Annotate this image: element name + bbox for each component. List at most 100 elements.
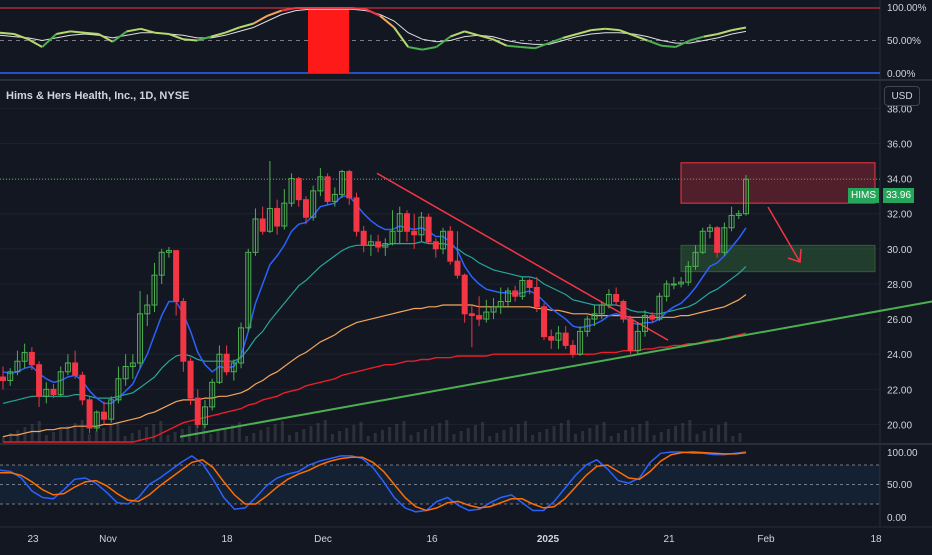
volume-bar: [631, 427, 635, 442]
volume-bar: [2, 436, 5, 442]
volume-bar: [366, 436, 370, 442]
candle-body: [259, 218, 266, 232]
volume-bar: [202, 420, 206, 442]
volume-bar: [137, 430, 141, 442]
volume-bar: [245, 436, 249, 442]
candle-body: [367, 241, 374, 246]
oscillator-line-segment: [281, 7, 296, 12]
time-axis-label: Dec: [314, 534, 332, 545]
price-y-tick: 20.00: [887, 420, 912, 431]
oscillator-line-segment: [84, 31, 99, 35]
candle-body: [743, 178, 749, 215]
volume-bar: [259, 430, 263, 442]
target-zone: [680, 244, 876, 273]
volume-bar: [509, 427, 513, 442]
overbought-highlight-bar: [340, 8, 349, 73]
oscillator-y-tick: 50.00%: [887, 36, 921, 47]
candle-body: [440, 230, 447, 250]
oscillator-line-segment: [506, 44, 521, 48]
candle-body: [72, 362, 79, 376]
volume-bar: [316, 423, 320, 442]
oscillator-line-segment: [703, 33, 719, 38]
oscillator-y-tick: 100.00%: [887, 3, 927, 14]
candle-body: [165, 250, 172, 253]
oscillator-line-segment: [252, 14, 268, 25]
volume-bar: [717, 425, 720, 442]
candle-body: [512, 290, 519, 297]
currency-button[interactable]: USD: [884, 86, 920, 106]
candle-body: [678, 281, 685, 285]
volume-bar: [87, 434, 91, 442]
volume-bar: [9, 433, 13, 442]
volume-bar: [44, 435, 48, 442]
oscillator-line-segment: [182, 38, 198, 42]
volume-bar: [166, 435, 170, 442]
price-y-tick: 30.00: [887, 245, 912, 256]
candle-body: [187, 360, 194, 399]
volume-bar: [666, 429, 670, 442]
candle-body: [389, 230, 396, 245]
candle-body: [21, 351, 28, 362]
candle-body: [541, 306, 548, 338]
candle-body: [137, 313, 144, 364]
candle-body: [108, 399, 115, 420]
candle-body: [339, 171, 346, 195]
oscillator-line-segment: [393, 26, 409, 48]
volume-bar: [409, 435, 413, 442]
candle-body: [468, 313, 475, 317]
volume-bar: [459, 431, 463, 442]
volume-bar: [609, 436, 613, 442]
candle-body: [548, 336, 555, 341]
oscillator-line-segment: [224, 26, 240, 34]
candle-body: [476, 315, 483, 320]
volume-bar: [237, 422, 241, 442]
time-axis-label: 23: [27, 534, 39, 545]
candle-body: [670, 283, 677, 286]
candle-body: [151, 274, 158, 306]
oscillator-line-segment: [492, 38, 508, 47]
volume-bar: [388, 427, 392, 442]
volume-bar: [709, 428, 713, 442]
volume-bar: [724, 422, 728, 442]
candle-body: [584, 318, 591, 332]
volume-bar: [145, 427, 148, 442]
volume-bar: [602, 422, 606, 442]
oscillator-line-segment: [239, 22, 254, 29]
candle-body: [252, 218, 259, 253]
candle-body: [57, 371, 64, 396]
volume-bar: [423, 429, 427, 442]
candle-body: [295, 178, 302, 201]
price-y-tick: 24.00: [887, 350, 912, 361]
volume-bar: [488, 436, 492, 442]
candle-body: [0, 376, 6, 382]
candle-body: [43, 388, 50, 397]
oscillator-line-segment: [168, 33, 184, 41]
uptrend-line: [179, 300, 932, 438]
candle-body: [375, 241, 382, 248]
projection-arrow-head: [787, 248, 802, 264]
volume-bar: [323, 420, 327, 442]
oscillator-line-segment: [56, 30, 71, 35]
volume-bar: [523, 421, 527, 442]
oscillator-line-segment: [351, 7, 367, 11]
price-y-tick: 36.00: [887, 139, 912, 150]
volume-bar: [23, 427, 27, 442]
time-axis-label: Feb: [757, 534, 775, 545]
candle-body: [642, 315, 649, 332]
volume-bar: [209, 434, 213, 442]
volume-bar: [94, 431, 98, 442]
projection-arrow: [767, 206, 801, 263]
candle-body: [562, 332, 569, 346]
oscillator-line-segment: [126, 27, 141, 33]
candle-body: [129, 362, 136, 367]
volume-bar: [688, 420, 692, 442]
candle-body: [238, 327, 245, 364]
volume-bar: [438, 423, 442, 442]
candle-body: [735, 213, 742, 216]
volume-bar: [516, 424, 520, 442]
candle-body: [533, 286, 540, 308]
volume-bar: [380, 430, 384, 442]
price-y-tick: 32.00: [887, 210, 912, 221]
